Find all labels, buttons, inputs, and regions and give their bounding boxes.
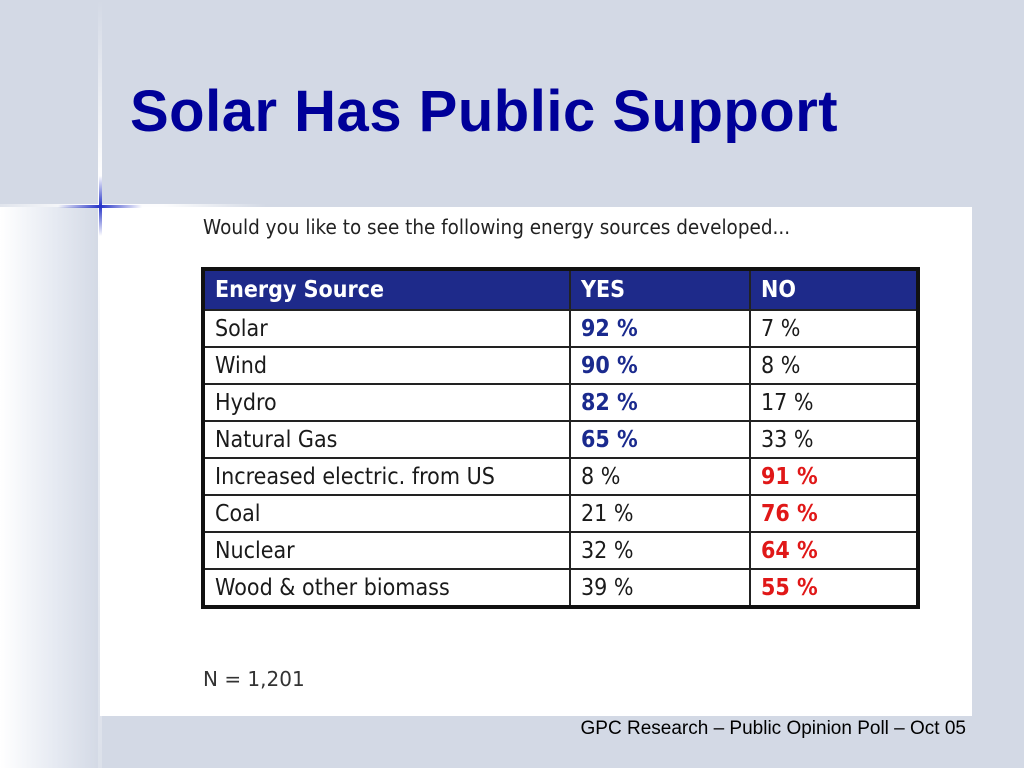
poll-panel: Would you like to see the following ener…	[170, 207, 972, 716]
cell-source: Wind	[202, 346, 571, 385]
table-body: Solar 92 % 7 % Wind 90 % 8 % Hydro 82 % …	[202, 309, 919, 608]
cell-source: Hydro	[202, 383, 571, 422]
left-gradient-strip	[0, 207, 100, 768]
table-row: Increased electric. from US 8 % 91 %	[202, 457, 919, 496]
cell-source: Increased electric. from US	[202, 457, 571, 496]
cell-no: 76 %	[749, 494, 919, 533]
cell-source: Wood & other biomass	[202, 568, 571, 608]
cell-yes: 8 %	[569, 457, 751, 496]
header-yes: YES	[569, 268, 751, 311]
cell-no: 7 %	[749, 309, 919, 348]
decorative-horizontal-line	[0, 204, 1024, 207]
cell-source: Natural Gas	[202, 420, 571, 459]
cell-no: 17 %	[749, 383, 919, 422]
cell-yes: 32 %	[569, 531, 751, 570]
title-band	[0, 0, 1024, 207]
right-band	[972, 207, 1024, 716]
bottom-band	[100, 716, 1024, 768]
source-footer: GPC Research – Public Opinion Poll – Oct…	[580, 718, 966, 739]
decorative-vertical-line	[98, 0, 102, 768]
cell-source: Solar	[202, 309, 571, 348]
cell-yes: 82 %	[569, 383, 751, 422]
poll-table: Energy Source YES NO Solar 92 % 7 % Wind…	[201, 267, 920, 609]
table-row: Wind 90 % 8 %	[202, 346, 919, 385]
cell-no: 33 %	[749, 420, 919, 459]
cell-no: 64 %	[749, 531, 919, 570]
cell-yes: 92 %	[569, 309, 751, 348]
header-energy-source: Energy Source	[202, 268, 571, 311]
sample-size-note: N = 1,201	[203, 667, 305, 691]
cell-source: Coal	[202, 494, 571, 533]
cell-no: 8 %	[749, 346, 919, 385]
table-row: Solar 92 % 7 %	[202, 309, 919, 348]
poll-question: Would you like to see the following ener…	[203, 215, 791, 239]
table-row: Natural Gas 65 % 33 %	[202, 420, 919, 459]
table-header-row: Energy Source YES NO	[202, 268, 919, 311]
cell-no: 91 %	[749, 457, 919, 496]
table-row: Wood & other biomass 39 % 55 %	[202, 568, 919, 608]
table-row: Coal 21 % 76 %	[202, 494, 919, 533]
sparkle-icon-vertical	[99, 176, 102, 236]
cell-source: Nuclear	[202, 531, 571, 570]
header-no: NO	[749, 268, 919, 311]
cell-yes: 65 %	[569, 420, 751, 459]
cell-yes: 90 %	[569, 346, 751, 385]
table-row: Nuclear 32 % 64 %	[202, 531, 919, 570]
cell-no: 55 %	[749, 568, 919, 608]
slide-title: Solar Has Public Support	[130, 79, 839, 144]
cell-yes: 39 %	[569, 568, 751, 608]
table-row: Hydro 82 % 17 %	[202, 383, 919, 422]
cell-yes: 21 %	[569, 494, 751, 533]
